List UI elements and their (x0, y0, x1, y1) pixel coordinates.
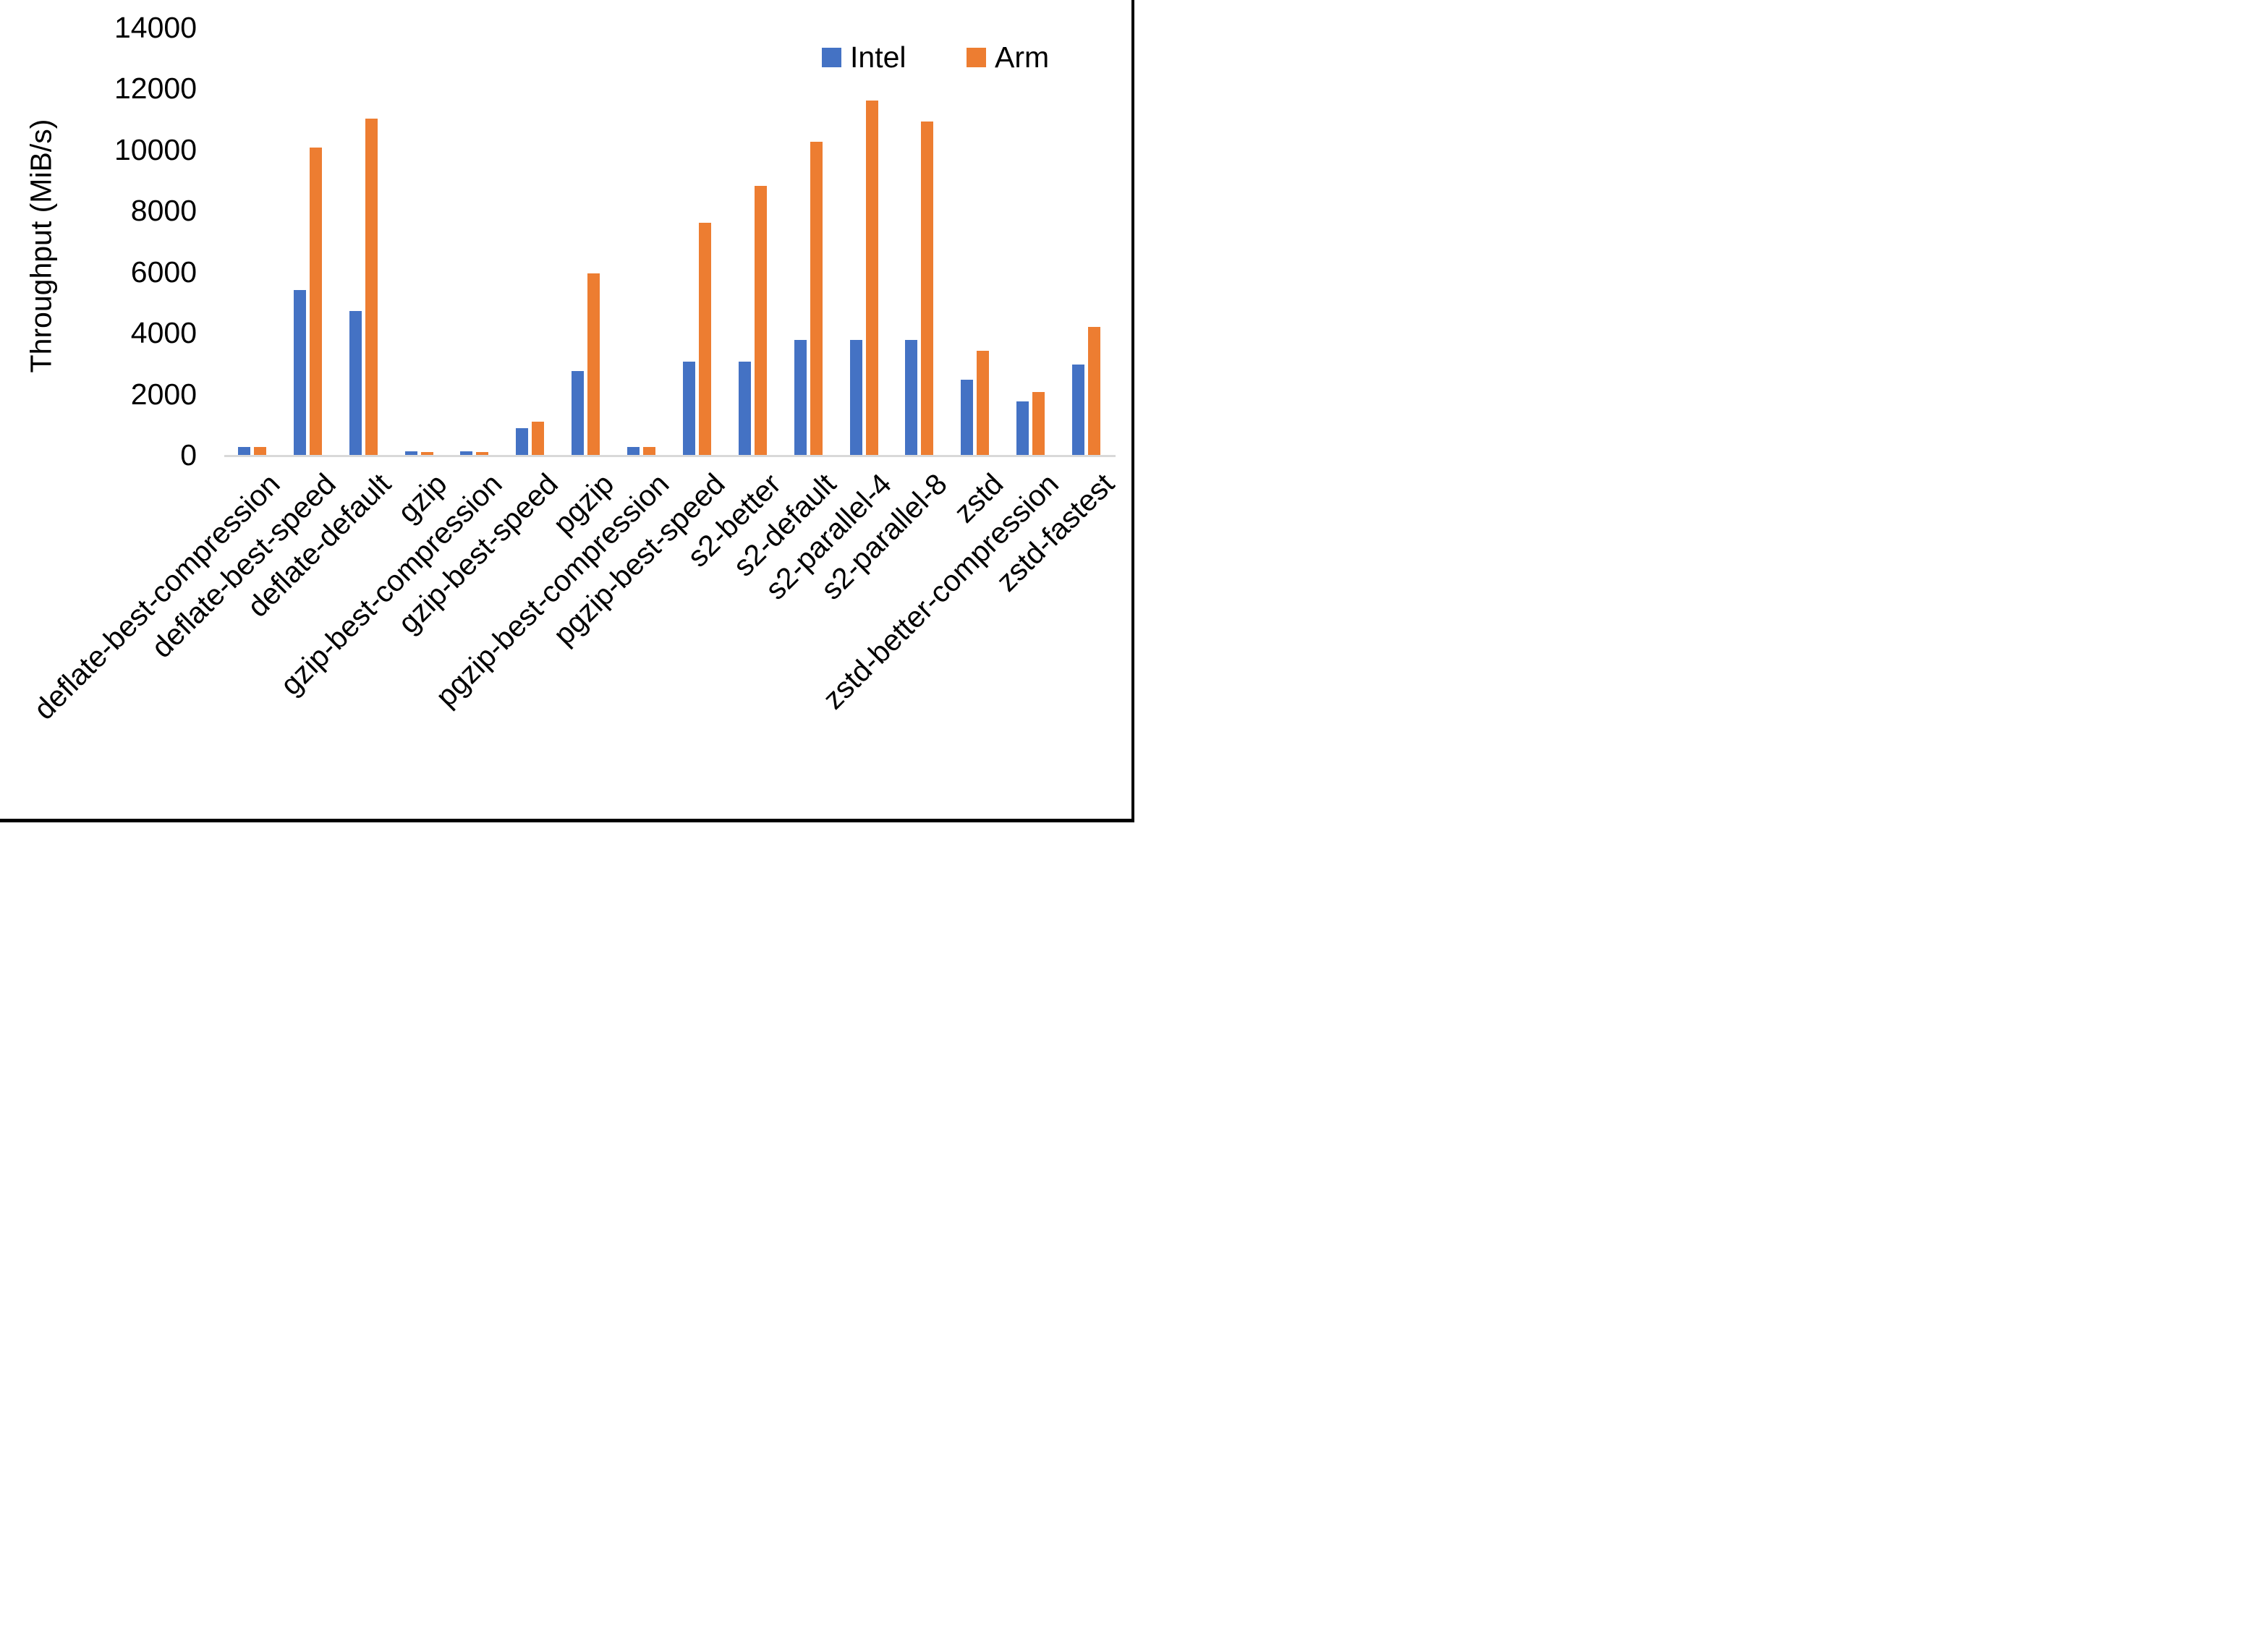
bar-intel-zstd-better-compression (1016, 401, 1029, 455)
legend-label: Intel (850, 41, 906, 74)
bar-intel-s2-parallel-4 (850, 340, 862, 455)
throughput-bar-chart: Throughput (MiB/s) 0 2000 4000 6000 8000 1000… (0, 0, 1134, 822)
bar-arm-gzip (421, 452, 433, 455)
bar-arm-deflate-default (365, 119, 378, 455)
bar-arm-pgzip-best-compression (643, 447, 655, 455)
bar-intel-pgzip-best-compression (627, 447, 640, 455)
legend-swatch-intel (822, 47, 841, 67)
bar-arm-gzip-best-compression (476, 452, 488, 455)
bar-intel-pgzip-best-speed (683, 362, 695, 455)
y-tick-label: 6000 (130, 255, 197, 289)
bar-arm-pgzip (587, 273, 600, 455)
bar-intel-deflate-best-speed (294, 290, 306, 455)
y-tick-label: 10000 (114, 132, 197, 166)
window-border-bottom (0, 819, 1134, 822)
bar-arm-gzip-best-speed (532, 422, 544, 455)
bar-arm-s2-better (755, 186, 767, 455)
bar-arm-deflate-best-compression (254, 447, 266, 455)
bar-arm-pgzip-best-speed (699, 223, 711, 455)
bar-intel-s2-better (739, 362, 751, 455)
bar-arm-s2-default (810, 142, 823, 455)
bar-intel-s2-parallel-8 (905, 340, 917, 455)
window-border-right (1131, 0, 1134, 822)
legend-item-arm: Arm (967, 41, 1050, 74)
bar-arm-zstd (977, 351, 989, 455)
bar-intel-deflate-best-compression (238, 447, 250, 455)
bar-intel-gzip-best-compression (460, 451, 472, 455)
y-tick-label: 0 (180, 438, 197, 472)
bar-intel-zstd-fastest (1072, 365, 1084, 455)
bar-arm-zstd-better-compression (1032, 392, 1045, 455)
bar-arm-s2-parallel-4 (866, 101, 878, 455)
bar-intel-gzip (405, 451, 417, 455)
y-tick-label: 14000 (114, 10, 197, 44)
bar-arm-zstd-fastest (1088, 327, 1100, 455)
bar-arm-s2-parallel-8 (921, 122, 933, 455)
bar-intel-gzip-best-speed (516, 428, 528, 455)
bar-intel-pgzip (572, 371, 584, 455)
y-tick-label: 4000 (130, 316, 197, 349)
legend-item-intel: Intel (822, 41, 906, 74)
legend-swatch-arm (967, 47, 986, 67)
x-axis-line (224, 455, 1116, 457)
y-tick-label: 12000 (114, 72, 197, 105)
bar-intel-s2-default (794, 340, 807, 455)
y-tick-label: 8000 (130, 194, 197, 227)
bar-intel-zstd (961, 380, 973, 455)
bar-intel-deflate-default (349, 311, 362, 455)
legend-label: Arm (995, 41, 1050, 74)
y-tick-label: 2000 (130, 377, 197, 411)
bar-arm-deflate-best-speed (310, 148, 322, 455)
